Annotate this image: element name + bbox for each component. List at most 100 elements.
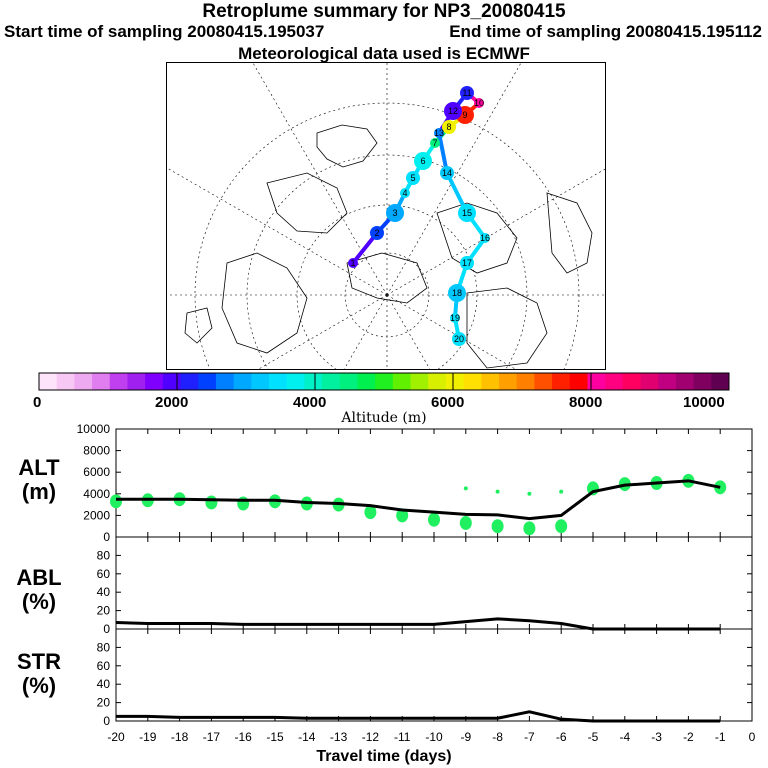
colorbar-swatch — [693, 373, 712, 390]
colorbar-swatch — [587, 373, 606, 390]
panel-frame — [115, 628, 753, 722]
plume-marker — [348, 258, 358, 268]
x-tick-label: -14 — [298, 730, 316, 744]
colorbar-label: Altitude (m) — [341, 410, 427, 426]
plume-marker — [474, 98, 484, 108]
colorbar-swatch — [516, 373, 535, 390]
colorbar-swatch — [339, 373, 358, 390]
x-tick-label: -8 — [492, 730, 503, 744]
colorbar-tick-label: 2000 — [155, 394, 189, 411]
altitude-cluster-dot — [364, 505, 377, 520]
altitude-colorbar — [38, 372, 730, 391]
meridian-line — [258, 294, 388, 369]
abl-panel-label: ABL (%) — [8, 566, 70, 614]
x-tick-label: -10 — [425, 730, 443, 744]
latitude-circle — [194, 102, 580, 369]
meridian-line — [343, 294, 388, 369]
altitude-cluster-dot — [237, 496, 250, 511]
coastline-shape — [546, 192, 593, 274]
plume-marker-label: 3 — [392, 208, 397, 218]
end-sampling-text: End time of sampling 20080415.195112 — [449, 22, 762, 41]
plume-marker — [458, 204, 476, 222]
plume-marker-label: 2 — [374, 228, 379, 238]
colorbar-swatch — [269, 373, 288, 390]
y-tick-label: 0 — [103, 530, 110, 544]
colorbar-swatch — [605, 373, 624, 390]
colorbar-swatch — [711, 373, 730, 390]
colorbar-swatch — [428, 373, 447, 390]
colorbar-swatch — [109, 373, 128, 390]
altitude-cluster-dot — [459, 515, 472, 530]
series-line — [116, 479, 721, 521]
altitude-cluster-dot — [463, 486, 468, 491]
plume-marker-label: 19 — [450, 313, 460, 323]
plume-marker — [440, 166, 454, 180]
plume-marker-label: 14 — [442, 168, 452, 178]
map-coastline — [184, 124, 593, 369]
plume-marker — [406, 171, 420, 185]
start-sampling-text: Start time of sampling 20080415.195037 — [4, 22, 325, 41]
x-tick-label: -15 — [266, 730, 284, 744]
plume-marker — [434, 128, 444, 138]
plume-marker-label: 13 — [434, 128, 444, 138]
y-tick-label: 40 — [97, 585, 111, 599]
x-tick-label: -7 — [524, 730, 535, 744]
y-tick-label: 20 — [97, 604, 111, 618]
plume-marker — [442, 120, 456, 134]
plume-marker — [414, 152, 432, 170]
colorbar-swatch — [304, 373, 323, 390]
y-tick-label: 80 — [97, 640, 111, 654]
coastline-shape — [466, 287, 548, 369]
colorbar-swatch — [675, 373, 695, 390]
plume-marker — [444, 102, 462, 120]
x-tick-label: -1 — [715, 730, 726, 744]
x-tick-label: -5 — [588, 730, 599, 744]
x-tick-label: -11 — [394, 730, 411, 744]
y-tick-label: 2000 — [83, 508, 110, 522]
altitude-cluster-dot — [428, 512, 440, 527]
x-tick-label: -6 — [556, 730, 567, 744]
colorbar-swatch — [622, 373, 642, 390]
plume-marker-label: 10 — [474, 98, 484, 108]
y-tick-label: 0 — [103, 622, 110, 636]
colorbar-swatch — [534, 373, 553, 390]
y-tick-label: 20 — [97, 696, 111, 710]
plume-marker — [480, 233, 490, 243]
x-tick-label: -20 — [107, 730, 125, 744]
altitude-cluster-dot — [491, 519, 504, 534]
plume-marker — [448, 284, 466, 302]
x-tick-label: 0 — [749, 730, 756, 744]
y-tick-label: 10000 — [77, 422, 111, 436]
coastline-shape — [316, 124, 378, 168]
plume-marker-label: 1 — [350, 258, 355, 268]
colorbar-swatch — [39, 373, 58, 390]
colorbar-swatch — [375, 373, 394, 390]
x-tick-label: -3 — [651, 730, 662, 744]
met-data-text: Meteorological data used is ECMWF — [238, 44, 530, 63]
altitude-cluster-dot — [714, 480, 727, 495]
plume-marker-label: 8 — [446, 122, 451, 132]
plume-marker-label: 12 — [448, 106, 458, 116]
altitude-cluster-dot — [559, 489, 564, 494]
alt-panel-label: ALT (m) — [8, 456, 70, 504]
plume-marker-label: 4 — [402, 188, 407, 198]
plot-title: Retroplume summary for NP3_20080415 — [202, 1, 566, 22]
colorbar-swatch — [286, 373, 305, 390]
coastline-shape — [346, 252, 428, 304]
colorbar-swatch — [481, 373, 500, 390]
colorbar-swatch — [215, 373, 235, 390]
polar-map: 1 2 3 4 5 6 7 8 9 10 11 12 13 14 15 16 17 18 19 20 — [166, 62, 606, 370]
x-tick-label: -18 — [171, 730, 189, 744]
str-panel-title: STR (%) — [17, 649, 61, 698]
coastline-shape — [184, 307, 213, 344]
colorbar-swatch — [233, 373, 252, 390]
plume-marker-label: 17 — [462, 258, 472, 268]
colorbar-tick-label: 10000 — [683, 394, 725, 411]
plume-marker — [370, 226, 384, 240]
colorbar-swatch — [499, 373, 518, 390]
altitude-cluster-dot — [555, 519, 568, 534]
plume-marker-label: 5 — [410, 173, 415, 183]
plume-marker-label: 6 — [420, 156, 425, 166]
map-grid — [167, 63, 605, 369]
